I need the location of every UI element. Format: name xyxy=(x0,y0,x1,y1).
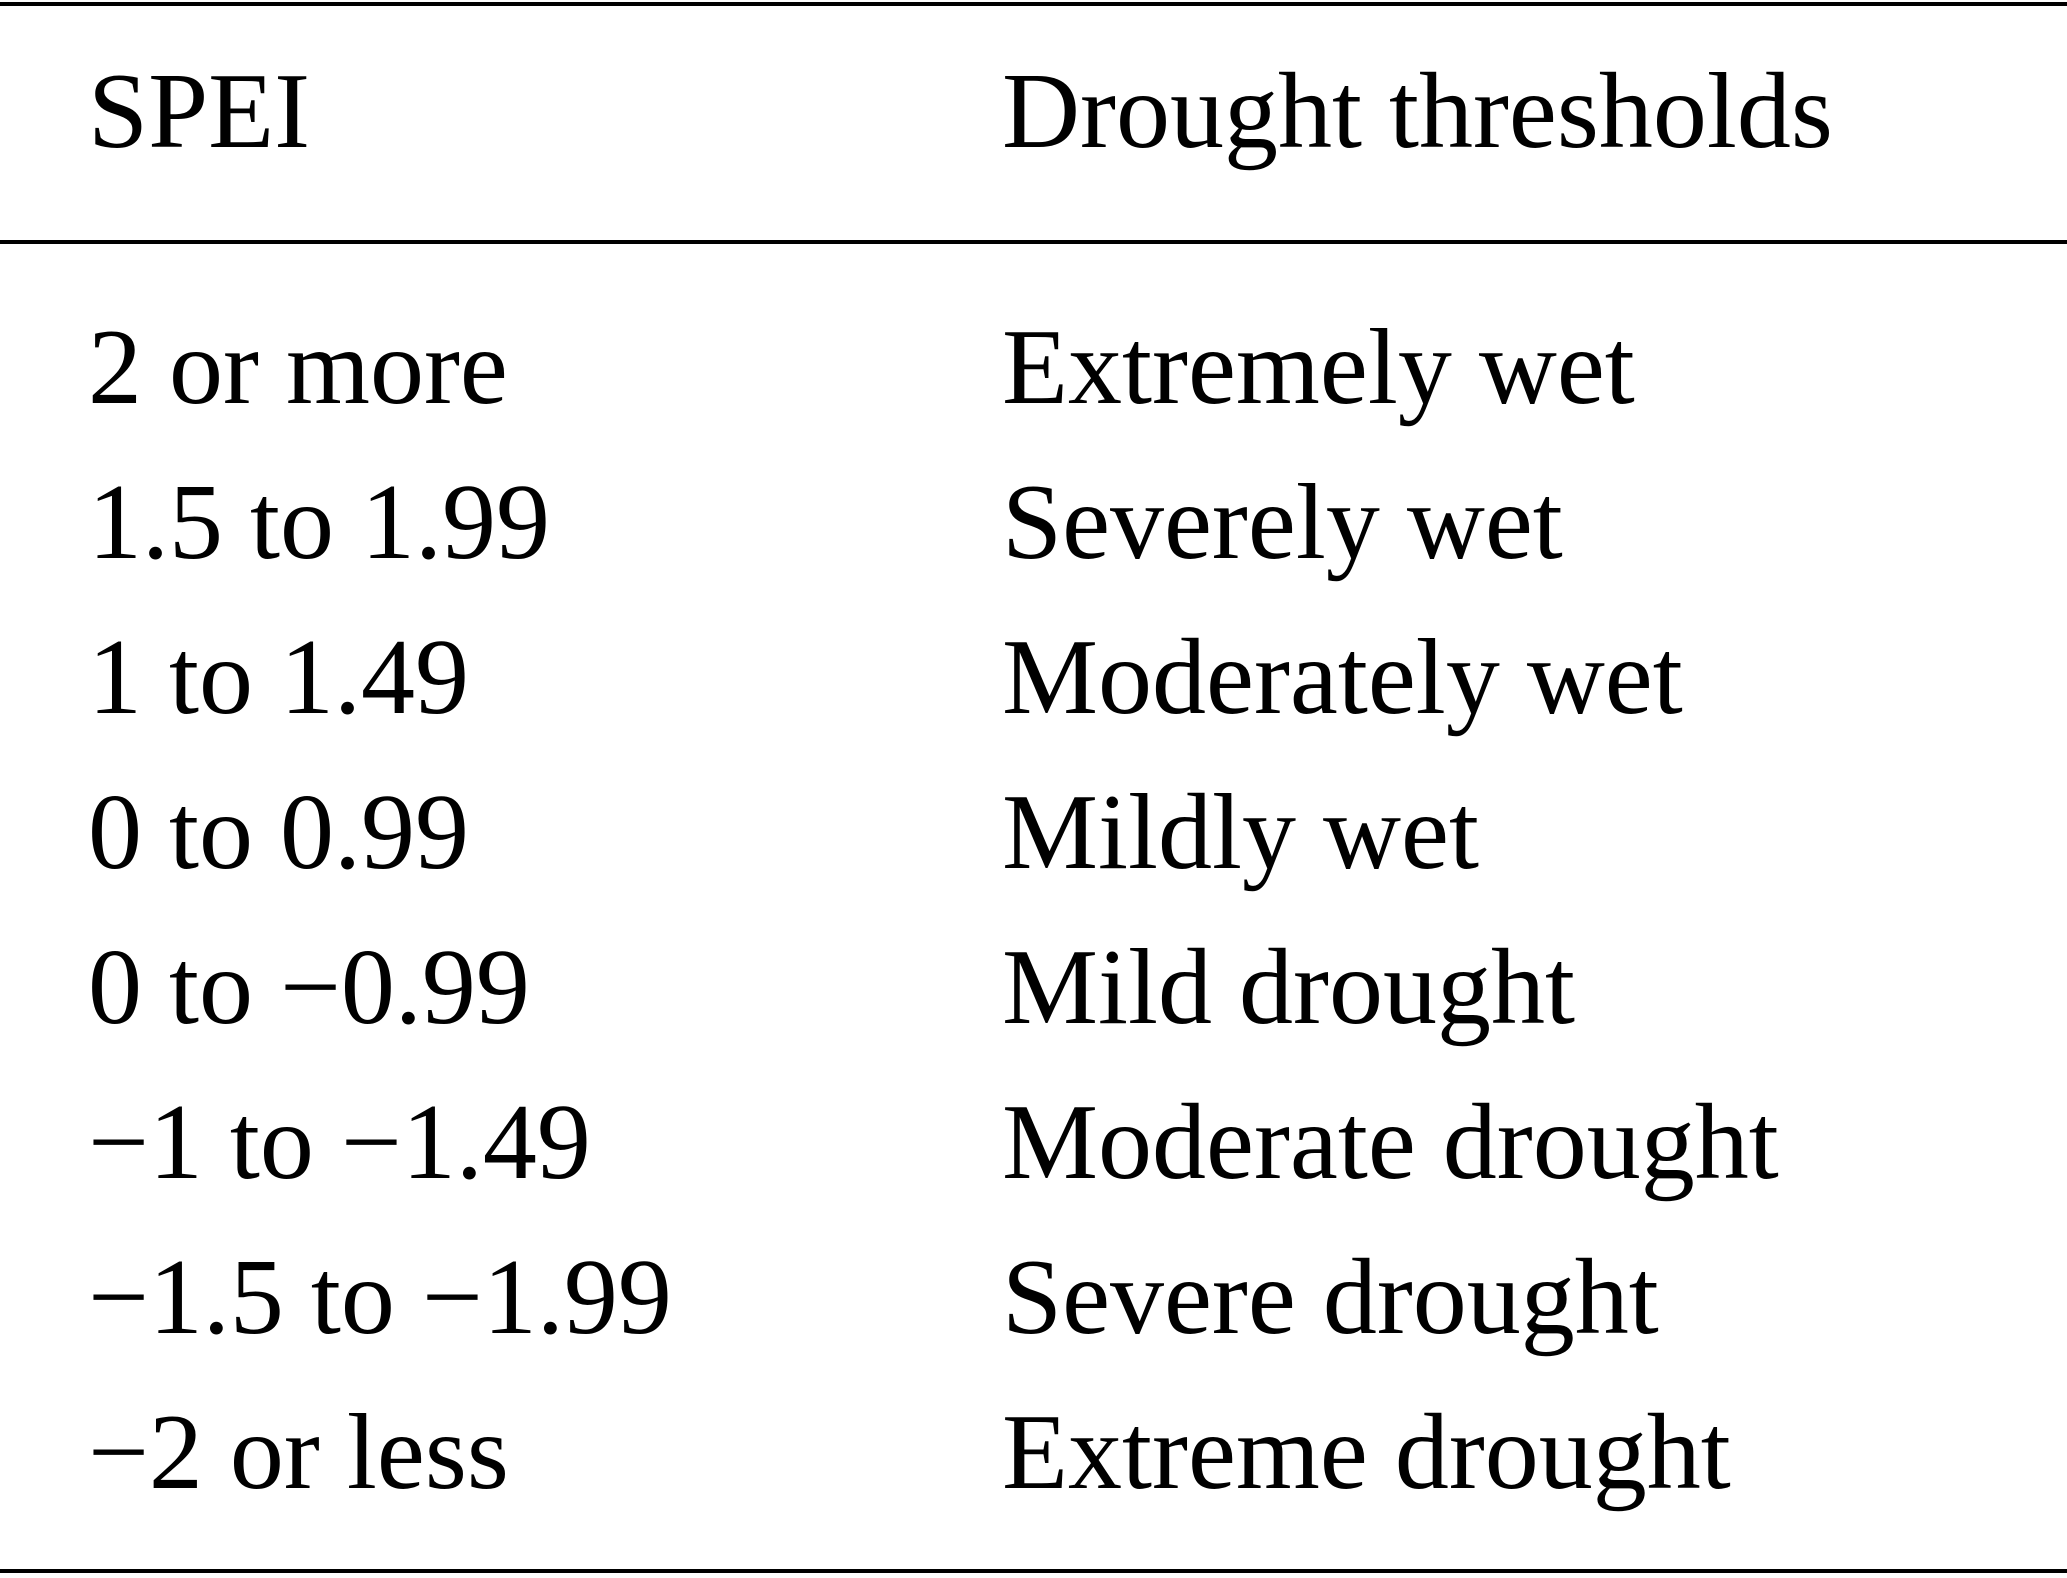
table-header-row: SPEI Drought thresholds xyxy=(0,42,2067,182)
table-row: −1.5 to −1.99 Severe drought xyxy=(0,1220,2067,1375)
spei-value: −1.5 to −1.99 xyxy=(88,1237,672,1357)
drought-threshold: Severe drought xyxy=(1002,1237,1659,1357)
drought-threshold: Severely wet xyxy=(1002,462,1563,582)
drought-threshold: Moderately wet xyxy=(1002,617,1683,737)
drought-threshold: Mild drought xyxy=(1002,927,1576,1047)
spei-value: 1.5 to 1.99 xyxy=(88,462,551,582)
table-row: 1 to 1.49 Moderately wet xyxy=(0,600,2067,755)
spei-value: 1 to 1.49 xyxy=(88,617,470,737)
drought-threshold: Mildly wet xyxy=(1002,772,1479,892)
table-body: 2 or more Extremely wet 1.5 to 1.99 Seve… xyxy=(0,290,2067,1530)
top-rule xyxy=(0,2,2067,6)
table-row: 2 or more Extremely wet xyxy=(0,290,2067,445)
spei-value: 0 to −0.99 xyxy=(88,927,530,1047)
table-row: −1 to −1.49 Moderate drought xyxy=(0,1065,2067,1220)
drought-threshold: Extremely wet xyxy=(1002,307,1635,427)
header-spei: SPEI xyxy=(88,52,311,171)
table-row: 0 to 0.99 Mildly wet xyxy=(0,755,2067,910)
spei-value: −2 or less xyxy=(88,1392,509,1512)
drought-threshold: Moderate drought xyxy=(1002,1082,1779,1202)
spei-value: −1 to −1.49 xyxy=(88,1082,591,1202)
header-rule xyxy=(0,240,2067,244)
spei-value: 0 to 0.99 xyxy=(88,772,470,892)
drought-threshold: Extreme drought xyxy=(1002,1392,1731,1512)
table-row: 0 to −0.99 Mild drought xyxy=(0,910,2067,1065)
bottom-rule xyxy=(0,1569,2067,1573)
spei-value: 2 or more xyxy=(88,307,508,427)
table-row: 1.5 to 1.99 Severely wet xyxy=(0,445,2067,600)
header-drought-thresholds: Drought thresholds xyxy=(1002,52,1833,171)
table-row: −2 or less Extreme drought xyxy=(0,1375,2067,1530)
